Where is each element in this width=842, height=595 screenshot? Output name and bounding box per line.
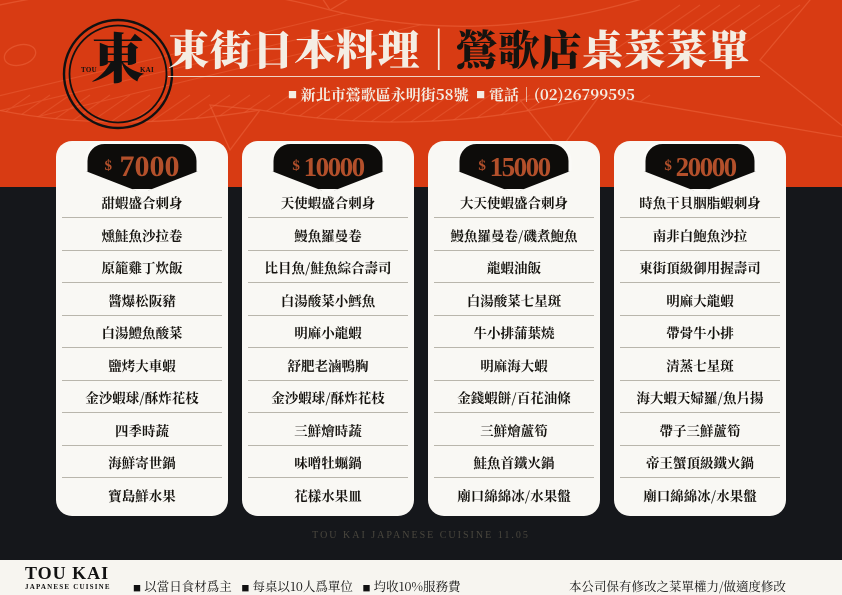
svg-text:東: 東 xyxy=(91,17,145,94)
